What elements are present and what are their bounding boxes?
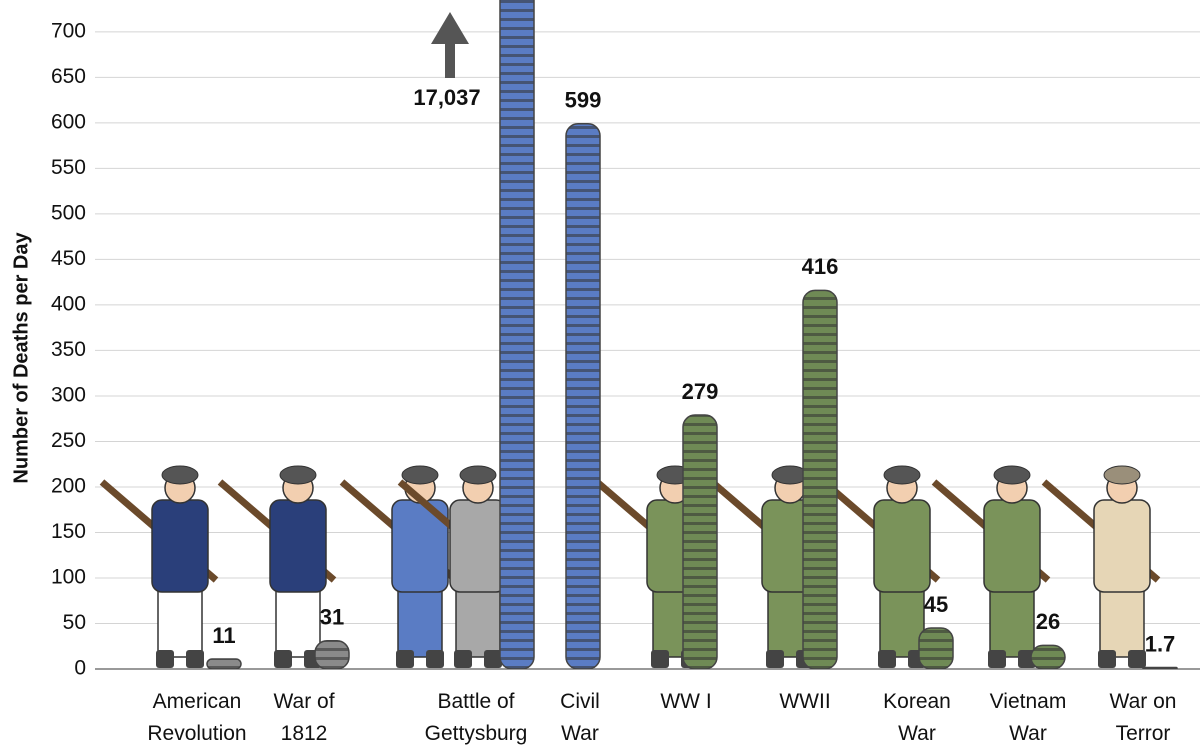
torso <box>269 499 327 593</box>
y-tick-label: 0 <box>74 657 86 680</box>
torso <box>983 499 1041 593</box>
soldier-illustration <box>217 465 337 668</box>
boot <box>878 650 896 668</box>
legs <box>397 584 443 658</box>
hat <box>993 465 1031 485</box>
boot <box>766 650 784 668</box>
x-tick-label: WWII <box>779 690 831 713</box>
boot <box>186 650 204 668</box>
soldier-illustration <box>821 465 941 668</box>
value-label: 599 <box>565 88 602 113</box>
y-tick-label: 400 <box>51 292 86 315</box>
y-tick-label: 350 <box>51 338 86 361</box>
hat <box>401 465 439 485</box>
soldier-illustration <box>931 465 1051 668</box>
boot <box>988 650 1006 668</box>
boot <box>396 650 414 668</box>
y-tick-label: 300 <box>51 383 86 406</box>
y-tick-label: 150 <box>51 520 86 543</box>
boot <box>1098 650 1116 668</box>
soldier-illustration <box>99 465 219 668</box>
hat <box>279 465 317 485</box>
bar <box>565 123 601 669</box>
boot <box>156 650 174 668</box>
boot <box>484 650 502 668</box>
legs <box>455 584 501 658</box>
value-label: 1.7 <box>1145 631 1176 656</box>
y-tick-label: 250 <box>51 429 86 452</box>
y-tick-label: 600 <box>51 110 86 133</box>
x-tick-label: Civil War <box>560 690 600 745</box>
legs <box>879 584 925 658</box>
x-tick-label: War of 1812 <box>273 690 335 745</box>
value-label: 26 <box>1036 609 1060 634</box>
legs <box>989 584 1035 658</box>
x-tick-label: Korean War <box>883 690 951 745</box>
hat <box>459 465 497 485</box>
bar <box>314 640 350 669</box>
boot <box>454 650 472 668</box>
y-tick-label: 650 <box>51 65 86 88</box>
y-tick-label: 200 <box>51 475 86 498</box>
torso <box>1093 499 1151 593</box>
torso <box>151 499 209 593</box>
bar <box>499 0 535 669</box>
value-label: 45 <box>924 592 948 617</box>
x-tick-label: War on Terror <box>1109 690 1177 745</box>
y-tick-label: 450 <box>51 247 86 270</box>
y-tick-label: 100 <box>51 566 86 589</box>
boot <box>426 650 444 668</box>
value-label: 416 <box>802 254 839 279</box>
torso <box>449 499 507 593</box>
soldier-illustration <box>1041 465 1161 668</box>
y-tick-label: 50 <box>63 611 86 634</box>
bar <box>802 289 838 669</box>
hat <box>883 465 921 485</box>
bar <box>682 414 718 669</box>
bar <box>1030 644 1066 669</box>
x-tick-label: WW I <box>660 690 712 713</box>
x-tick-label: Vietnam War <box>989 690 1067 745</box>
boot <box>274 650 292 668</box>
bar <box>1142 666 1178 669</box>
soldier-illustration <box>339 465 459 668</box>
legs <box>157 584 203 658</box>
bar <box>918 627 954 669</box>
y-tick-label: 500 <box>51 201 86 224</box>
x-tick-label: American Revolution <box>147 690 247 745</box>
hat <box>1103 465 1141 485</box>
legs <box>1099 584 1145 658</box>
torso <box>873 499 931 593</box>
hat <box>161 465 199 485</box>
boot <box>651 650 669 668</box>
boot <box>1128 650 1146 668</box>
legs <box>275 584 321 658</box>
value-label: 31 <box>320 605 344 630</box>
value-label: 17,037 <box>413 85 480 110</box>
value-label: 279 <box>682 379 719 404</box>
x-tick-label: Battle of Gettysburg <box>424 690 528 745</box>
y-axis-label: Number of Deaths per Day <box>10 232 32 484</box>
bar <box>206 658 242 669</box>
value-label: 11 <box>212 623 235 648</box>
y-tick-label: 550 <box>51 156 86 179</box>
overflow-arrow <box>431 12 469 78</box>
y-tick-label: 700 <box>51 19 86 42</box>
